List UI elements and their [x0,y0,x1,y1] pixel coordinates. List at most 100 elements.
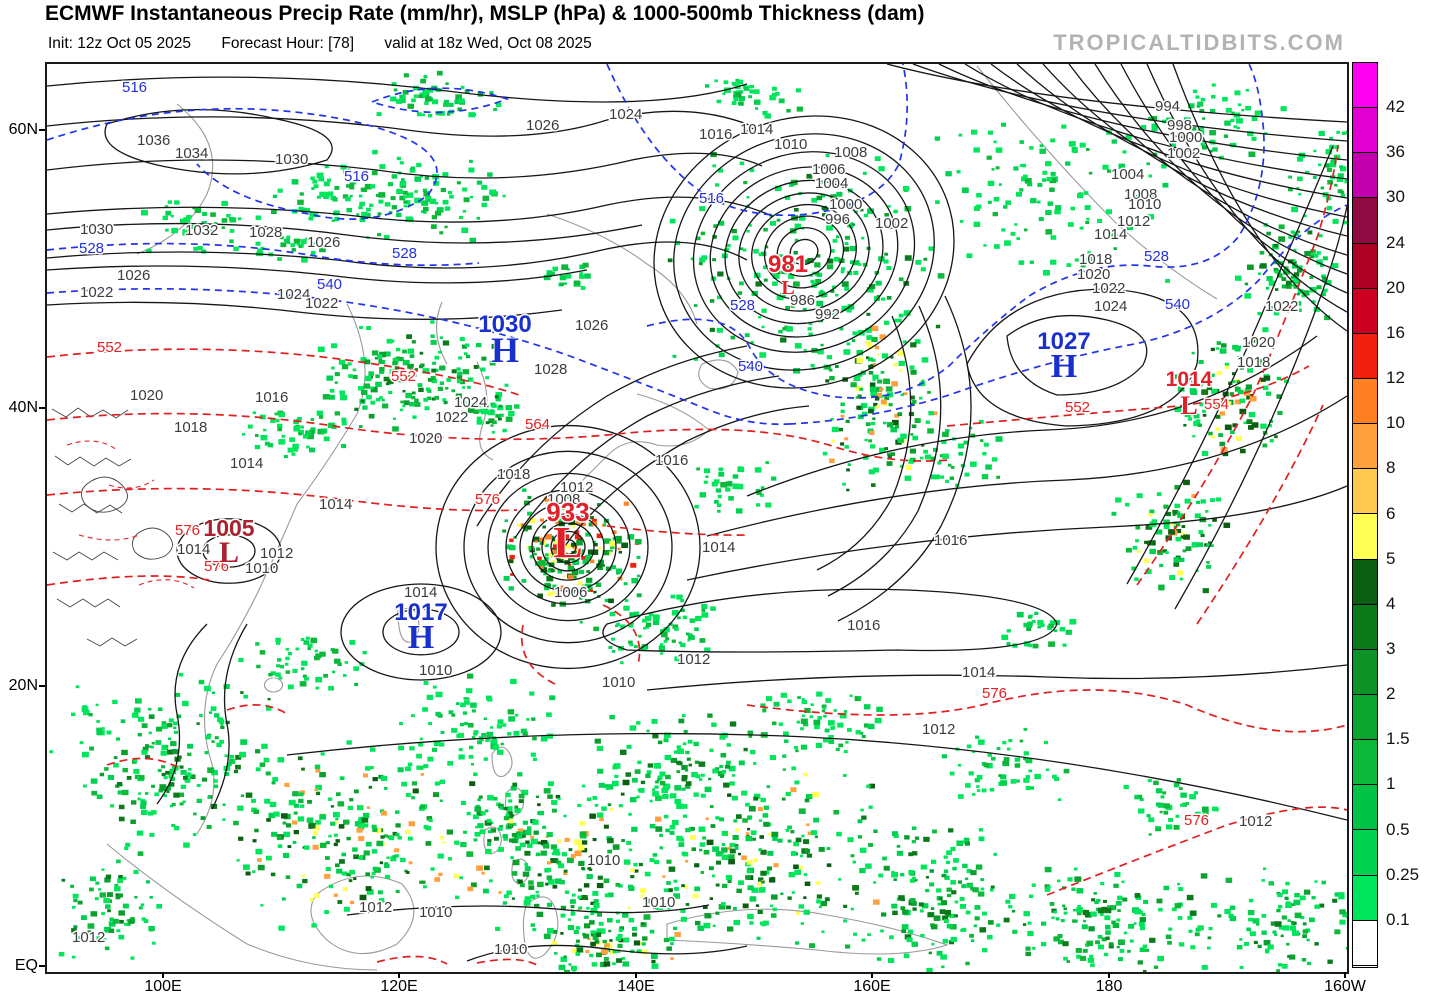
high-center-marker: H [491,330,519,370]
contour-label: 1014 [962,664,995,681]
lon-axis-label: 100E [144,978,182,995]
contour-label: 576 [175,522,200,539]
contour-label: 1018 [1079,251,1112,268]
contour-label: 576 [982,685,1007,702]
contour-label: 576 [475,491,500,508]
high-center-marker: H [1051,348,1077,385]
contour-label: 1014 [702,539,735,556]
contour-label: 528 [730,297,755,314]
lon-axis-tick [871,972,873,978]
contour-label: 516 [122,79,147,96]
lon-axis-label: 140E [617,978,655,995]
colorbar-tick-label: 3 [1386,638,1396,658]
contour-label: 528 [392,245,417,262]
lon-axis-label: 160W [1324,978,1366,995]
contour-label: 1002 [1167,145,1200,162]
contour-label: 1016 [255,389,288,406]
lat-axis-label: EQ [14,957,38,974]
contour-label: 1016 [655,452,688,469]
contour-label: 986 [790,292,815,309]
colorbar-tick-label: 20 [1386,277,1405,297]
pressure-center-value: 981 [768,251,808,278]
contour-label: 1014 [319,496,352,513]
colorbar-segment [1353,604,1377,650]
lat-axis-label: 40N [8,399,38,416]
colorbar-tick-label: 10 [1386,413,1405,433]
colorbar-tick-label: 36 [1386,142,1405,162]
contour-label: 1018 [174,419,207,436]
contour-label: 1026 [526,117,559,134]
colorbar-segment [1353,649,1377,695]
lat-axis-label: 20N [8,677,38,694]
contour-label: 1000 [829,196,862,213]
contour-label: 1004 [815,175,848,192]
thickness-blue-layer [47,64,1347,426]
lon-axis-label: 180 [1095,978,1123,995]
contour-label: 1012 [72,929,105,946]
contour-label: 1006 [812,161,845,178]
colorbar-segment [1353,153,1377,199]
contour-label: 998 [1167,117,1192,134]
colorbar-segment [1353,108,1377,154]
colorbar-segment [1353,288,1377,334]
contour-label: 1010 [602,674,635,691]
contour-label: 1012 [260,545,293,562]
contour-label: 1022 [1265,298,1298,315]
colorbar-segment [1353,378,1377,425]
colorbar-segment [1353,514,1377,560]
pressure-center-value: 1027 [1037,328,1090,355]
contour-label: 1008 [834,144,867,161]
contour-label: 1008 [1124,186,1157,203]
contour-label: 1030 [80,221,113,238]
pressure-center-value: 933 [546,497,589,527]
contour-label: 1020 [409,430,442,447]
contour-label: 564 [525,416,550,433]
lat-axis-tick [39,407,45,409]
contour-label: 1010 [419,904,452,921]
colorbar-tick-label: 42 [1386,97,1405,117]
contour-label: 1036 [137,132,170,149]
colorbar-segment [1353,875,1377,921]
contour-label: 1010 [642,894,675,911]
colorbar-tick-label: 1 [1386,774,1396,794]
colorbar-segment [1353,198,1377,244]
contour-label: 1026 [575,317,608,334]
contour-label: 552 [97,339,122,356]
colorbar-segment [1353,785,1377,831]
lon-axis-tick [1108,972,1110,978]
contour-label: 994 [1155,98,1180,115]
colorbar-segment [1353,740,1377,786]
contour-label: 540 [317,276,342,293]
colorbar-tick-label: 12 [1386,368,1405,388]
contour-label: 992 [815,306,840,323]
contour-label: 1016 [934,532,967,549]
pressure-center-value: 1005 [203,515,254,541]
lon-axis-tick [1344,972,1346,978]
contour-label: 1014 [404,584,437,601]
contour-label: 1000 [1169,129,1202,146]
contour-label: 528 [79,240,104,257]
contour-label: 1012 [922,721,955,738]
contour-label: 1020 [1242,334,1275,351]
contour-label: 1010 [587,852,620,869]
lon-axis-label: 120E [380,978,418,995]
colorbar-tick-label: 0.1 [1386,909,1410,929]
contour-label: 540 [1165,296,1190,313]
run-info: Init: 12z Oct 05 2025 Forecast Hour: [78… [48,35,618,53]
contour-label: 1034 [175,145,208,162]
site-watermark: TROPICALTIDBITS.COM [1053,30,1345,55]
contour-label: 516 [344,168,369,185]
colorbar-tick-label: 16 [1386,322,1405,342]
colorbar-segment [1353,63,1377,109]
contour-label: 1006 [554,584,587,601]
contour-label: 1028 [249,224,282,241]
contour-label: 1030 [275,151,308,168]
contour-label: 552 [1065,399,1090,416]
page-title: ECMWF Instantaneous Precip Rate (mm/hr),… [45,2,925,25]
colorbar-tick-label: 0.5 [1386,819,1410,839]
low-center-marker: L [219,536,239,569]
contour-label: 1004 [1111,166,1144,183]
contour-label: 528 [1144,248,1169,265]
